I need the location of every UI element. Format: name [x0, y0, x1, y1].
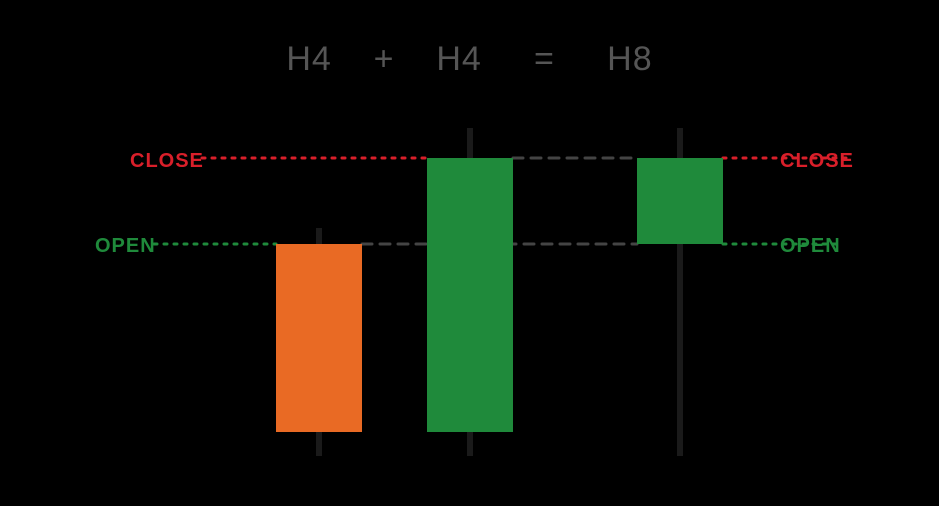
title-gap — [405, 40, 426, 79]
label-close-right: CLOSE — [780, 150, 854, 173]
title-gap — [565, 40, 596, 79]
title-gap — [342, 40, 363, 79]
label-close-left: CLOSE — [130, 150, 204, 173]
h4-candle-1-body — [276, 244, 362, 432]
label-open-left: OPEN — [95, 235, 156, 258]
title-gap — [492, 40, 523, 79]
title-part-3: = — [534, 40, 555, 79]
title-part-0: H4 — [286, 40, 331, 79]
title-part-2: H4 — [436, 40, 481, 79]
diagram-stage: H4 + H4 = H8 CLOSE OPEN CLOSE OPEN — [0, 0, 939, 506]
label-open-right: OPEN — [780, 235, 841, 258]
title-part-4: H8 — [607, 40, 652, 79]
h8-candle-body — [637, 158, 723, 244]
title-row: H4 + H4 = H8 — [0, 40, 939, 79]
title-part-1: + — [374, 40, 395, 79]
h4-candle-2-body — [427, 158, 513, 432]
